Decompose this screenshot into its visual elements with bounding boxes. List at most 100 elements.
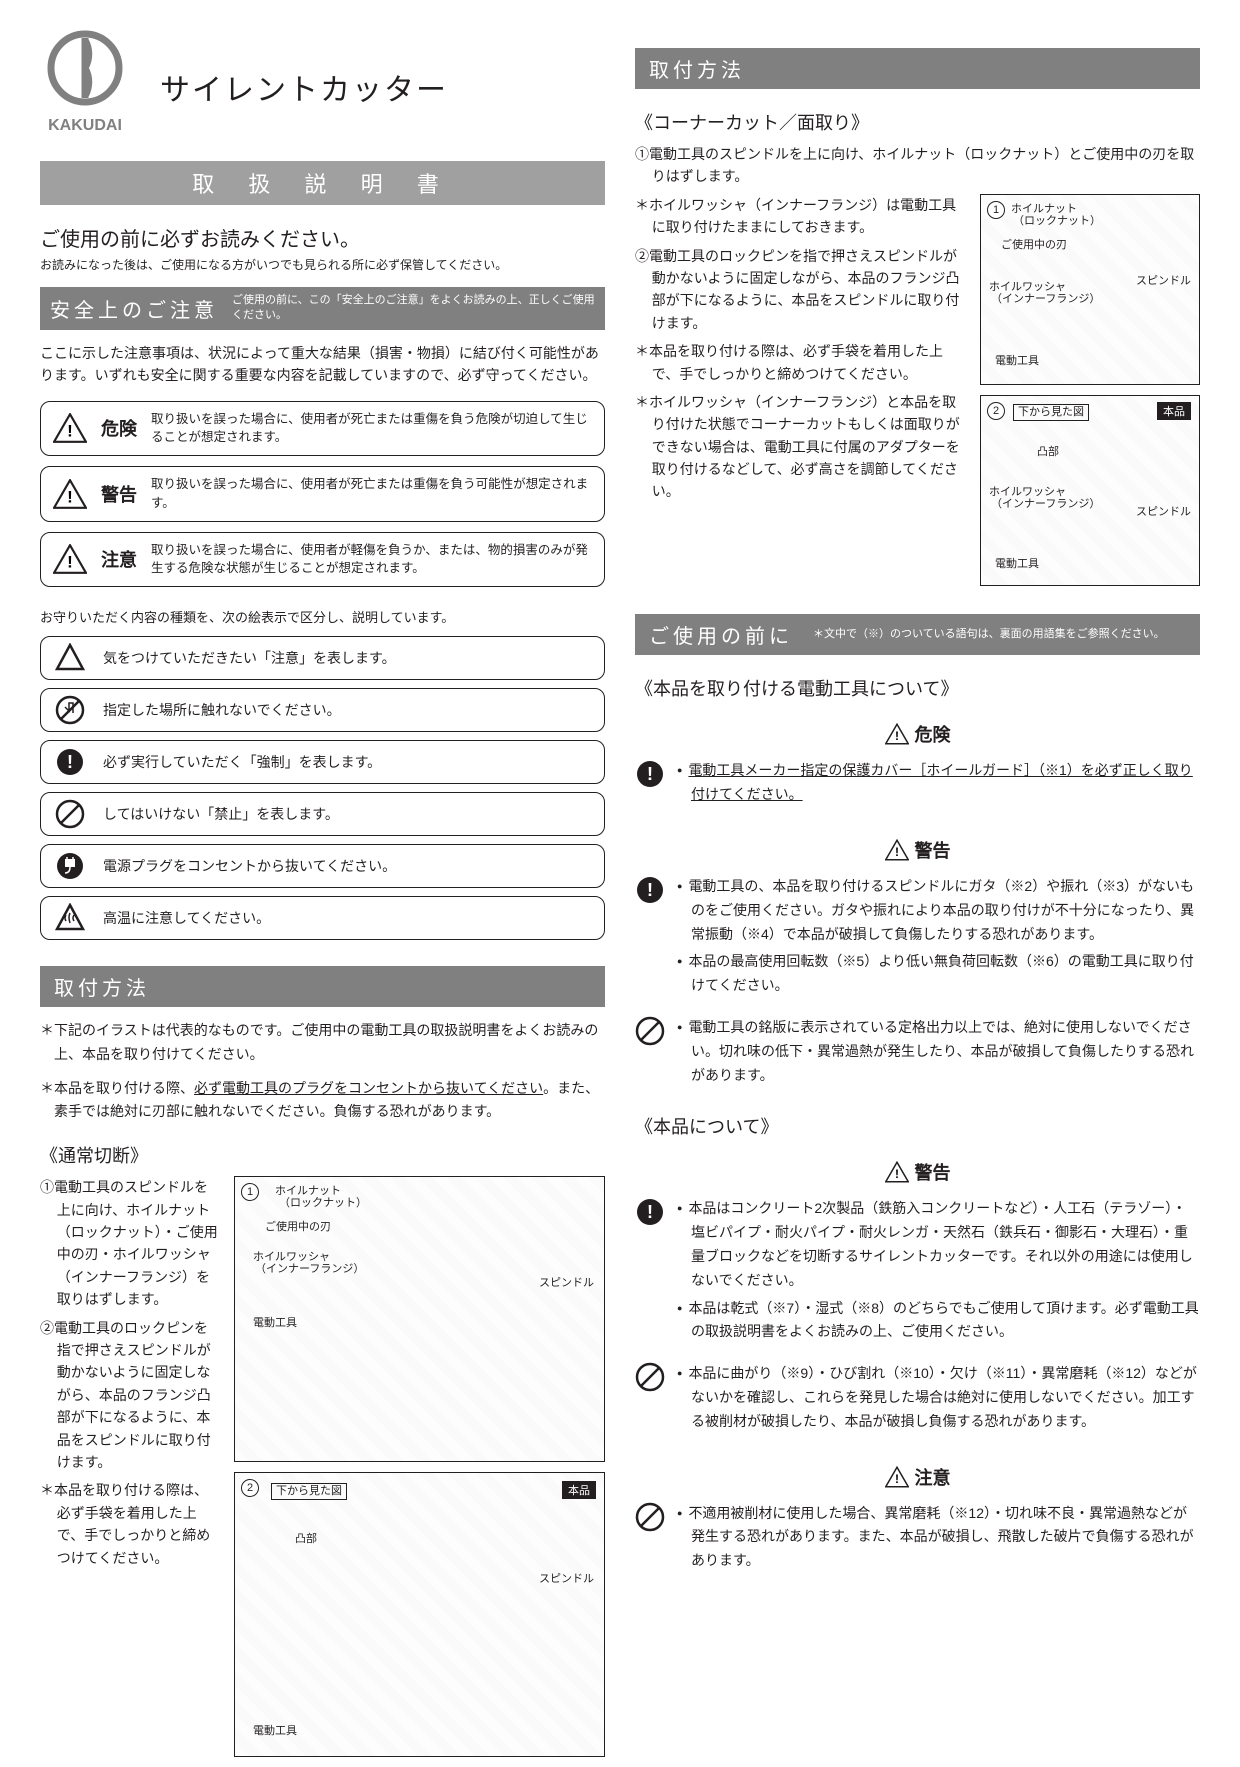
legend-text: 電源プラグをコンセントから抜いてください。 <box>103 856 396 876</box>
step-text: ＊本品を取り付ける際は、必ず手袋を着用した上で、手でしっかりと締めつけてください… <box>40 1479 220 1569</box>
install-note: 本品を取り付ける際、必ず電動工具のプラグをコンセントから抜いてください。また、素… <box>40 1077 605 1125</box>
legend-text: 高温に注意してください。 <box>103 908 270 928</box>
figure-1b: 1 ホイルナット （ロックナット） ご使用中の刃 ホイルワッシャ （インナーフラ… <box>980 194 1200 385</box>
warning-triangle-icon: ! <box>885 839 909 861</box>
bullet-prohibit: 本品に曲がり（※9）・ひび割れ（※10）・欠け（※11）・異常磨耗（※12）など… <box>635 1362 1200 1437</box>
warning-triangle-icon: ! <box>53 544 87 574</box>
manual-label-bar: 取 扱 説 明 書 <box>40 161 605 205</box>
figure-1: 1 ホイルナット （ロックナット） ご使用中の刃 ホイルワッシャ （インナーフラ… <box>234 1176 605 1461</box>
legend-row: してはいけない「禁止」を表します。 <box>40 792 605 836</box>
svg-text:!: ! <box>67 752 73 772</box>
about-product-heading: 《本品について》 <box>635 1113 1200 1139</box>
warning-inline: ! 警告 <box>635 837 1200 863</box>
legend-text: してはいけない「禁止」を表します。 <box>103 804 339 824</box>
install-note: 下記のイラストは代表的なものです。ご使用中の電動工具の取扱説明書をよくお読みの上… <box>40 1019 605 1067</box>
safety-intro: ここに示した注意事項は、状況によって重大な結果（損害・物損）に結び付く可能性があ… <box>40 342 605 387</box>
warning-triangle-icon: ! <box>53 479 87 509</box>
bullet-mandatory: ! 本品はコンクリート2次製品（鉄筋入コンクリートなど）・人工石（テラゾー）・塩… <box>635 1197 1200 1348</box>
mandatory-icon: ! <box>635 875 665 905</box>
header-row: KAKUDAI サイレントカッター <box>40 30 605 143</box>
svg-text:!: ! <box>647 880 653 900</box>
before-use-aside: ＊文中で（※）のついている語句は、裏面の用語集をご参照ください。 <box>813 627 1165 642</box>
bullet-prohibit: 電動工具の銘版に表示されている定格出力以上では、絶対に使用しないでください。切れ… <box>635 1016 1200 1091</box>
corner-section: ＊ホイルワッシャ（インナーフランジ）は電動工具に取り付けたままにしておきます。 … <box>635 194 1200 597</box>
legend-text: 指定した場所に触れないでください。 <box>103 700 341 720</box>
before-use-title: ご使用の前に <box>649 620 793 649</box>
step-text: ＊ホイルワッシャ（インナーフランジ）と本品を取り付けた状態でコーナーカットもしく… <box>635 391 970 503</box>
caution-label: 注意 <box>101 546 137 572</box>
step-text: ①電動工具のスピンドルを上に向け、ホイルナット（ロックナット）とご使用中の刃を取… <box>635 143 1200 188</box>
warning-triangle-icon: ! <box>885 1466 909 1488</box>
svg-text:!: ! <box>895 1167 899 1181</box>
svg-text:!: ! <box>67 553 73 572</box>
step-text: ②電動工具のロックピンを指で押さえスピンドルが動かないように固定しながら、本品の… <box>635 245 970 335</box>
step-text: ＊本品を取り付ける際は、必ず手袋を着用した上で、手でしっかりと締めつけてください… <box>635 340 970 385</box>
right-column: 取付方法 《コーナーカット／面取り》 ①電動工具のスピンドルを上に向け、ホイルナ… <box>635 30 1200 1724</box>
caution-desc: 取り扱いを誤った場合に、使用者が軽傷を負うか、または、物的損害のみが発生する危険… <box>151 541 592 579</box>
warning-box: ! 警告 取り扱いを誤った場合に、使用者が死亡または重傷を負う可能性が想定されま… <box>40 466 605 522</box>
legend-text: 気をつけていただきたい「注意」を表します。 <box>103 648 396 668</box>
prohibit-icon <box>635 1502 665 1532</box>
mandatory-icon: ! <box>635 759 665 789</box>
bullet-mandatory: ! 電動工具メーカー指定の保護カバー［ホイールガード］（※1）を必ず正しく取り付… <box>635 759 1200 811</box>
bullet-mandatory: ! 電動工具の、本品を取り付けるスピンドルにガタ（※2）や振れ（※3）がないもの… <box>635 875 1200 1002</box>
svg-text:KAKUDAI: KAKUDAI <box>48 117 122 134</box>
normal-cut-section: ①電動工具のスピンドルを上に向け、ホイルナット（ロックナット）・ご使用中の刃・ホ… <box>40 1176 605 1767</box>
unplug-icon <box>55 851 85 881</box>
svg-text:!: ! <box>895 845 899 859</box>
prohibit-icon <box>635 1362 665 1392</box>
hot-caution-icon <box>55 903 85 933</box>
read-first-title: ご使用の前に必ずお読みください。 <box>40 223 605 252</box>
legend-text: 必ず実行していただく「強制」を表します。 <box>103 752 381 772</box>
install-heading: 取付方法 <box>40 966 605 1007</box>
mandatory-icon: ! <box>635 1197 665 1227</box>
svg-text:!: ! <box>647 1202 653 1222</box>
svg-text:!: ! <box>67 422 73 441</box>
caution-triangle-icon <box>55 643 85 673</box>
legend-row: ! 必ず実行していただく「強制」を表します。 <box>40 740 605 784</box>
brand-logo: KAKUDAI <box>40 30 130 143</box>
legend-row: 指定した場所に触れないでください。 <box>40 688 605 732</box>
step-text: ＊ホイルワッシャ（インナーフランジ）は電動工具に取り付けたままにしておきます。 <box>635 194 970 239</box>
svg-text:!: ! <box>67 487 73 506</box>
danger-box: ! 危険 取り扱いを誤った場合に、使用者が死亡または重傷を負う危険が切迫して生じ… <box>40 401 605 457</box>
legend-intro: お守りいただく内容の種類を、次の絵表示で区分し、説明しています。 <box>40 607 605 626</box>
caution-box: ! 注意 取り扱いを誤った場合に、使用者が軽傷を負うか、または、物的損害のみが発… <box>40 532 605 588</box>
figure-2b: 2 下から見た図 本品 凸部 ホイルワッシャ （インナーフランジ） スピンドル … <box>980 395 1200 586</box>
danger-desc: 取り扱いを誤った場合に、使用者が死亡または重傷を負う危険が切迫して生じることが想… <box>151 410 592 448</box>
prohibit-icon <box>55 799 85 829</box>
warning-triangle-icon: ! <box>885 1161 909 1183</box>
product-title: サイレントカッター <box>160 65 448 109</box>
legend-row: 気をつけていただきたい「注意」を表します。 <box>40 636 605 680</box>
read-first-sub: お読みになった後は、ご使用になる方がいつでも見られる所に必ず保管してください。 <box>40 256 605 273</box>
figure-2: 2 下から見た図 本品 凸部 スピンドル 電動工具 <box>234 1472 605 1757</box>
step-text: ①電動工具のスピンドルを上に向け、ホイルナット（ロックナット）・ご使用中の刃・ホ… <box>40 1176 220 1310</box>
step-text: ②電動工具のロックピンを指で押さえスピンドルが動かないように固定しながら、本品の… <box>40 1317 220 1474</box>
danger-label: 危険 <box>101 415 137 441</box>
bullet-prohibit: 不適用被削材に使用した場合、異常磨耗（※12）・切れ味不良・異常過熱などが発生す… <box>635 1502 1200 1577</box>
legend-row: 高温に注意してください。 <box>40 896 605 940</box>
left-column: KAKUDAI サイレントカッター 取 扱 説 明 書 ご使用の前に必ずお読みく… <box>40 30 605 1724</box>
warning-inline: ! 警告 <box>635 1159 1200 1185</box>
safety-title: 安全上のご注意 <box>50 294 218 323</box>
mandatory-icon: ! <box>55 747 85 777</box>
svg-text:!: ! <box>895 1472 899 1486</box>
no-touch-icon <box>55 695 85 725</box>
caution-inline: ! 注意 <box>635 1464 1200 1490</box>
before-use-heading: ご使用の前に ＊文中で（※）のついている語句は、裏面の用語集をご参照ください。 <box>635 614 1200 655</box>
warning-triangle-icon: ! <box>53 413 87 443</box>
warning-desc: 取り扱いを誤った場合に、使用者が死亡または重傷を負う可能性が想定されます。 <box>151 475 592 513</box>
svg-text:!: ! <box>647 764 653 784</box>
warning-label: 警告 <box>101 481 137 507</box>
prohibit-icon <box>635 1016 665 1046</box>
warning-triangle-icon: ! <box>885 723 909 745</box>
install-heading-2: 取付方法 <box>635 48 1200 89</box>
about-tool-heading: 《本品を取り付ける電動工具について》 <box>635 675 1200 701</box>
danger-inline: ! 危険 <box>635 721 1200 747</box>
legend-row: 電源プラグをコンセントから抜いてください。 <box>40 844 605 888</box>
svg-text:!: ! <box>895 729 899 743</box>
safety-heading: 安全上のご注意 ご使用の前に、この「安全上のご注意」をよくお読みの上、正しくご使… <box>40 287 605 330</box>
corner-cut-heading: 《コーナーカット／面取り》 <box>635 109 1200 135</box>
safety-sub: ご使用の前に、この「安全上のご注意」をよくお読みの上、正しくご使用ください。 <box>232 293 595 324</box>
normal-cut-heading: 《通常切断》 <box>40 1142 605 1168</box>
